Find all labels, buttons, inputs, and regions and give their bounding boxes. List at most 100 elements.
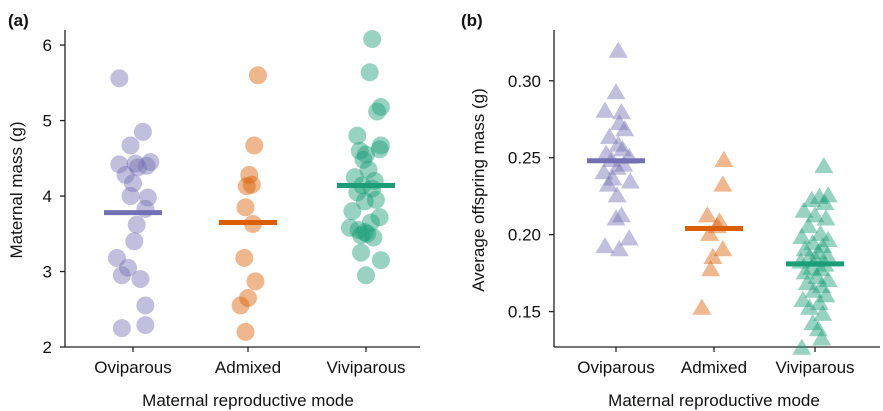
data-point <box>360 63 379 82</box>
data-point <box>343 202 362 221</box>
data-point <box>800 298 819 315</box>
data-point <box>235 248 254 267</box>
data-point <box>805 206 825 223</box>
data-point <box>818 270 838 288</box>
data-point <box>612 103 631 120</box>
y-tick-label: 0.25 <box>508 149 541 168</box>
data-point <box>121 136 140 155</box>
data-point <box>808 320 828 337</box>
data-point <box>697 206 717 223</box>
data-point <box>595 101 615 118</box>
data-point <box>803 313 823 331</box>
data-point <box>817 246 837 263</box>
data-point <box>811 260 830 277</box>
data-point <box>595 236 615 254</box>
y-axis-title: Average offspring mass (g) <box>469 88 488 291</box>
data-point <box>792 227 812 244</box>
data-point <box>703 247 723 264</box>
data-point <box>357 145 375 164</box>
data-point <box>599 127 619 144</box>
data-point <box>370 140 389 159</box>
data-point <box>126 154 145 173</box>
data-point <box>613 140 633 157</box>
data-point <box>816 286 836 303</box>
x-axis-title: Maternal reproductive mode <box>608 391 820 410</box>
data-point <box>136 199 155 218</box>
data-point <box>813 304 833 321</box>
data-point <box>606 83 626 100</box>
data-point <box>608 135 628 152</box>
data-point <box>348 126 367 145</box>
data-point <box>127 215 146 234</box>
data-point <box>236 322 255 341</box>
data-point <box>231 296 250 315</box>
data-point <box>107 248 126 267</box>
data-point <box>357 266 375 285</box>
data-point <box>128 158 147 177</box>
data-point <box>340 218 359 237</box>
data-point <box>797 273 817 291</box>
data-point <box>131 270 150 289</box>
data-point <box>350 141 369 160</box>
data-point <box>110 155 129 174</box>
data-point <box>133 122 152 141</box>
data-point <box>609 240 629 257</box>
data-point <box>798 216 818 234</box>
data-point <box>807 267 827 284</box>
data-point <box>110 69 129 88</box>
x-tick-label-oviparous: Oviparous <box>94 358 171 377</box>
data-point <box>368 102 387 121</box>
data-point <box>137 156 156 175</box>
data-point <box>358 224 377 243</box>
data-point <box>598 175 618 192</box>
data-point <box>237 177 256 196</box>
data-point <box>345 168 364 187</box>
data-point <box>809 187 829 204</box>
data-point <box>818 186 838 203</box>
data-point <box>366 190 385 209</box>
y-tick-label: 0.20 <box>508 226 541 245</box>
data-point <box>612 206 631 223</box>
data-point <box>813 236 833 254</box>
data-point <box>119 258 138 277</box>
x-axis-title: Maternal reproductive mode <box>142 391 354 410</box>
data-point <box>361 213 380 232</box>
data-point <box>814 156 834 174</box>
data-point <box>607 186 627 203</box>
data-point <box>594 163 614 180</box>
y-tick-label: 6 <box>43 36 52 55</box>
data-point <box>136 316 155 335</box>
data-point <box>606 209 626 226</box>
data-point <box>802 190 822 208</box>
data-point <box>138 188 157 207</box>
data-point <box>800 247 819 264</box>
panel-a: (a) Maternal reproductive mode Maternal … <box>7 11 420 410</box>
data-point <box>609 113 629 131</box>
data-point <box>248 66 267 85</box>
y-axis-title: Maternal mass (g) <box>7 122 26 259</box>
data-point <box>124 174 142 193</box>
data-point <box>596 144 616 161</box>
data-point <box>352 226 371 245</box>
data-point <box>121 187 140 206</box>
data-point <box>349 221 368 240</box>
data-point <box>370 208 389 227</box>
data-point <box>355 192 374 211</box>
data-point <box>371 251 390 270</box>
data-point <box>812 276 832 294</box>
data-point <box>608 41 628 58</box>
data-point <box>245 136 264 155</box>
data-point <box>603 169 623 186</box>
data-point <box>359 160 378 179</box>
data-point <box>116 165 135 184</box>
data-point <box>125 232 144 251</box>
data-point <box>112 266 131 285</box>
x-tick-label-viviparous: Viviparous <box>775 358 854 377</box>
data-point <box>816 209 836 226</box>
data-point <box>818 230 838 248</box>
data-point <box>792 338 812 355</box>
data-point <box>136 296 155 315</box>
y-tick-label: 3 <box>43 263 52 282</box>
data-point <box>701 260 721 277</box>
